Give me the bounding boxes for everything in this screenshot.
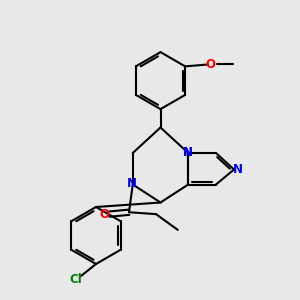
Text: Cl: Cl (69, 273, 82, 286)
Text: N: N (127, 177, 137, 190)
Text: O: O (205, 58, 215, 71)
Text: N: N (233, 163, 243, 176)
Text: O: O (100, 208, 110, 220)
Text: N: N (183, 146, 193, 159)
Text: N: N (183, 146, 193, 159)
